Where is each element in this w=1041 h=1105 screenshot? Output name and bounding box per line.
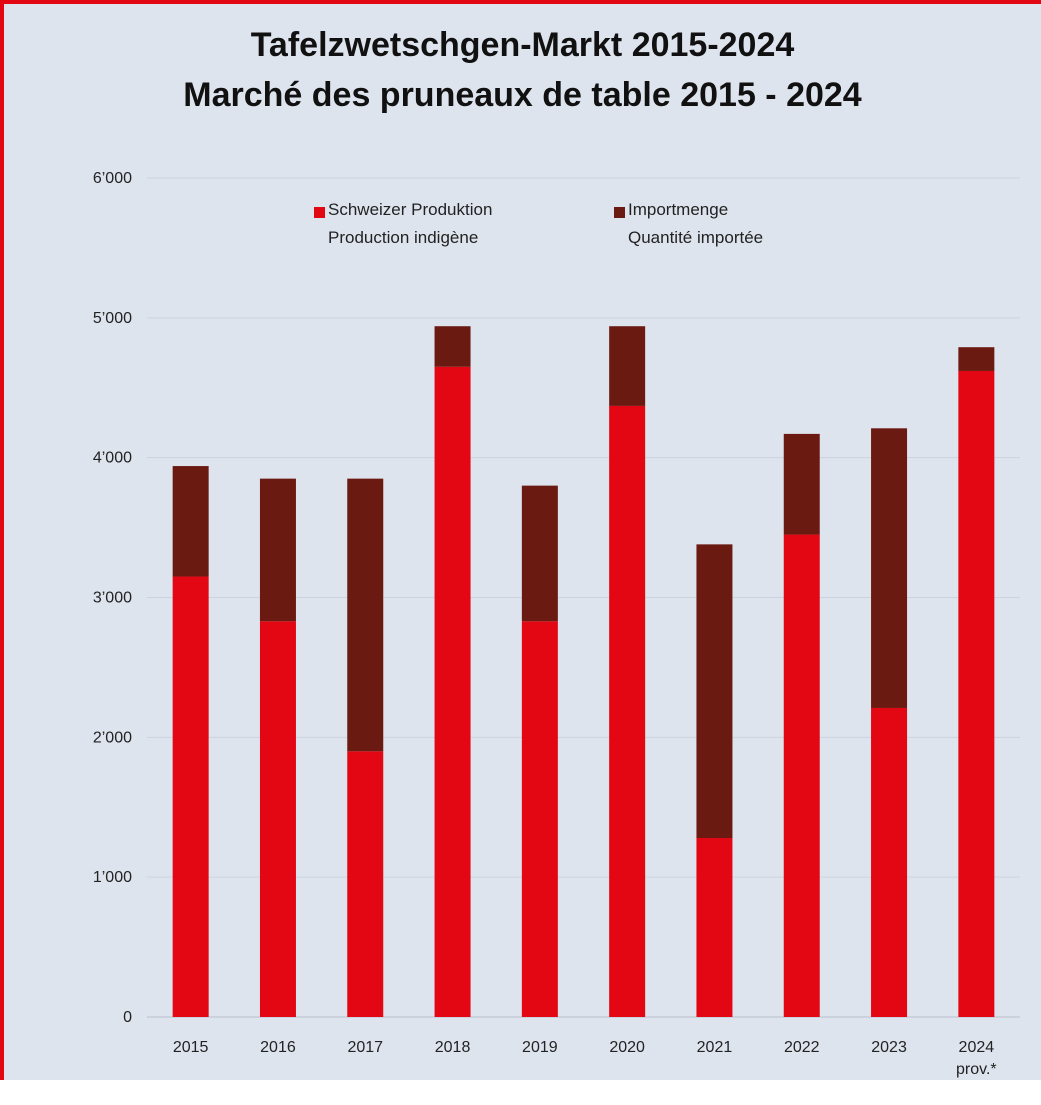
bar-segment (521, 621, 558, 1017)
bar-segment (696, 544, 733, 839)
bar-segment (259, 478, 296, 622)
bar-segment (783, 534, 820, 1017)
bar-segment (347, 751, 384, 1017)
legend-swatch (314, 207, 325, 218)
x-tick-label: 2016 (260, 1039, 296, 1056)
y-tick-label: 5’000 (93, 310, 132, 327)
x-tick-label: 2017 (347, 1039, 384, 1056)
x-tick-label: 2024 prov.* (956, 1039, 997, 1078)
x-tick-label: 2022 (783, 1039, 820, 1056)
y-tick-label: 2’000 (93, 729, 132, 746)
y-tick-label: 4’000 (93, 450, 132, 467)
y-tick-label: 3’000 (93, 590, 132, 607)
x-tick-label: 2023 (871, 1039, 907, 1056)
bar-segment (958, 370, 995, 1018)
x-tick-label: 2021 (696, 1039, 733, 1056)
legend-label: Schweizer Produktion Production indigène (328, 200, 493, 247)
chart: Tafelzwetschgen-Markt 2015-2024 Marché d… (0, 0, 1041, 1080)
legend-swatch (614, 207, 625, 218)
bar-segment (696, 838, 733, 1017)
bar-segment (434, 326, 471, 367)
bar-segment (871, 707, 908, 1017)
plot: 0 1’000 2’000 3’000 4’000 5’000 6’000 (93, 170, 1020, 1026)
x-tick-label: 2018 (434, 1039, 471, 1056)
legend-label: Importmenge Quantité importée (628, 200, 764, 247)
x-tick-label: 2015 (172, 1039, 209, 1056)
bar-segment (172, 466, 209, 577)
y-tick-label: 1’000 (93, 869, 132, 886)
bar-segment (434, 366, 471, 1017)
bar-segment (347, 478, 384, 752)
bar-segment (172, 576, 209, 1017)
chart-subtitle: Marché des pruneaux de table 2015 - 2024 (183, 76, 862, 114)
bar-segment (783, 433, 820, 535)
x-tick-label: 2019 (522, 1039, 558, 1056)
bar-segment (609, 326, 646, 406)
bar-segment (871, 428, 908, 708)
y-tick-label: 0 (123, 1009, 132, 1026)
x-tick-label: 2020 (609, 1039, 645, 1056)
bar-segment (609, 405, 646, 1017)
bar-segment (958, 347, 995, 371)
bar-segment (521, 485, 558, 622)
y-tick-label: 6’000 (93, 170, 132, 187)
bar-segment (259, 621, 296, 1017)
chart-title: Tafelzwetschgen-Markt 2015-2024 (250, 26, 795, 64)
